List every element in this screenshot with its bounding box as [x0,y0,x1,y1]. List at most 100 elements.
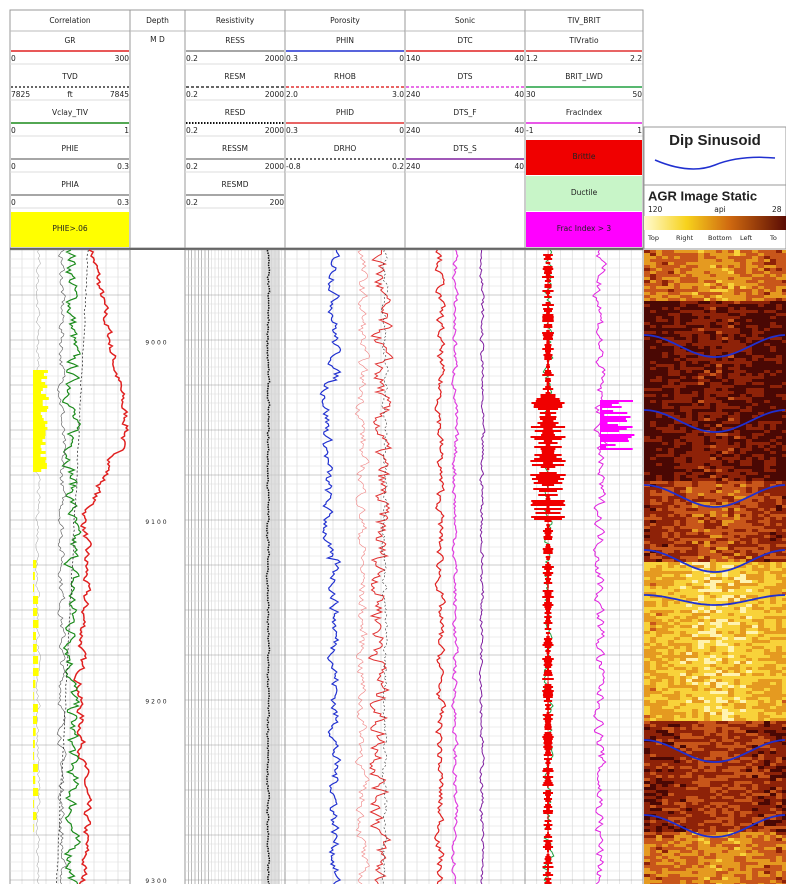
image-pixel [734,337,740,340]
frac-fill [533,488,562,490]
image-pixel [656,688,662,691]
image-pixel [776,307,782,310]
image-pixel [650,538,656,541]
image-pixel [722,598,728,601]
frac-fill [543,874,553,876]
image-pixel [746,589,752,592]
image-pixel [734,268,740,271]
image-pixel [704,250,710,253]
image-pixel [728,277,734,280]
image-pixel [734,325,740,328]
image-pixel [698,598,704,601]
image-pixel [764,265,770,268]
image-pixel [656,694,662,697]
image-pixel [716,568,722,571]
image-pixel [728,337,734,340]
frac-fill [545,594,552,596]
image-pixel [722,625,728,628]
image-pixel [722,574,728,577]
image-pixel [758,292,764,295]
frac-fill [543,536,552,538]
image-pixel [782,658,786,661]
image-pixel [674,739,680,742]
image-pixel [668,649,674,652]
image-pixel [704,715,710,718]
image-pixel [740,667,746,670]
image-pixel [680,337,686,340]
scale-max: 1 [124,126,129,135]
image-pixel [758,637,764,640]
frac-fill [545,794,551,796]
image-pixel [728,346,734,349]
image-pixel [758,352,764,355]
image-pixel [776,391,782,394]
image-pixel [650,463,656,466]
image-pixel [650,448,656,451]
image-pixel [746,409,752,412]
image-pixel [680,700,686,703]
image-pixel [692,709,698,712]
image-pixel [776,343,782,346]
image-pixel [782,619,786,622]
image-pixel [716,475,722,478]
image-pixel [662,712,668,715]
image-pixel [704,415,710,418]
image-pixel [662,319,668,322]
image-pixel [644,445,650,448]
image-pixel [728,547,734,550]
image-pixel [656,280,662,283]
image-pixel [722,289,728,292]
image-pixel [686,355,692,358]
image-pixel [710,349,716,352]
image-pixel [650,328,656,331]
image-pixel [698,253,704,256]
image-pixel [734,304,740,307]
image-pixel [740,427,746,430]
image-pixel [776,574,782,577]
image-pixel [656,715,662,718]
image-pixel [770,655,776,658]
image-pixel [776,658,782,661]
image-pixel [710,271,716,274]
image-pixel [668,280,674,283]
image-pixel [674,274,680,277]
frac-fill [536,398,559,400]
image-pixel [728,598,734,601]
frac-fill [543,420,554,422]
image-pixel [716,631,722,634]
image-pixel [710,508,716,511]
image-pixel [746,427,752,430]
image-pixel [782,487,786,490]
image-pixel [686,274,692,277]
frac-fill [548,680,549,682]
image-pixel [674,631,680,634]
image-pixel [722,649,728,652]
image-pixel [752,301,758,304]
image-pixel [674,436,680,439]
image-pixel [776,445,782,448]
image-pixel [698,544,704,547]
image-pixel [698,325,704,328]
image-pixel [752,523,758,526]
image-pixel [662,526,668,529]
image-pixel [770,439,776,442]
image-pixel [686,520,692,523]
image-pixel [674,592,680,595]
scale-min: 240 [406,162,421,171]
image-pixel [698,523,704,526]
image-pixel [644,259,650,262]
image-pixel [776,478,782,481]
phie-fill [33,418,44,421]
image-pixel [662,736,668,739]
image-pixel [698,286,704,289]
image-pixel [734,313,740,316]
image-pixel [692,634,698,637]
image-pixel [662,634,668,637]
image-pixel [728,727,734,730]
image-pixel [746,730,752,733]
image-pixel [680,286,686,289]
image-pixel [662,505,668,508]
image-pixel [740,436,746,439]
image-pixel [680,625,686,628]
image-pixel [734,694,740,697]
